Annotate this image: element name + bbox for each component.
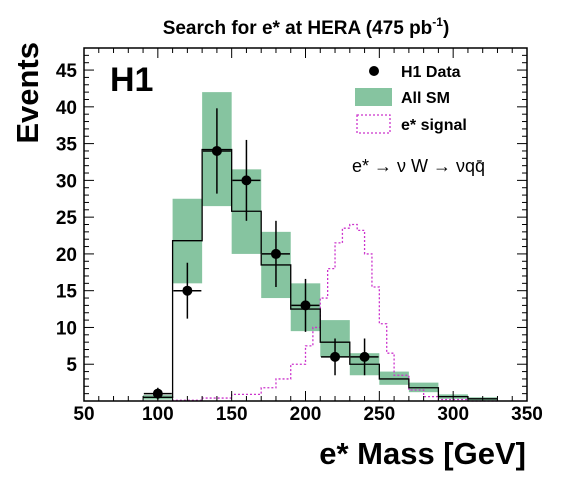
y-tick-label: 25 bbox=[56, 208, 78, 229]
y-axis-label: Events bbox=[10, 42, 45, 144]
experiment-label: H1 bbox=[110, 61, 153, 99]
legend-signal-swatch bbox=[356, 114, 391, 134]
legend-data-label: H1 Data bbox=[401, 64, 461, 81]
data-point bbox=[270, 248, 281, 259]
process-label: e* → ν W → νqq̄ bbox=[352, 156, 485, 176]
sm-band-bin bbox=[379, 371, 409, 385]
y-tick-label: 20 bbox=[56, 245, 77, 266]
sm-histogram bbox=[143, 148, 498, 400]
data-point bbox=[241, 175, 252, 186]
legend-signal-label: e* signal bbox=[401, 117, 467, 134]
x-tick-label: 100 bbox=[142, 404, 174, 425]
y-tick-label: 45 bbox=[56, 61, 78, 82]
x-tick-label: 200 bbox=[290, 404, 322, 425]
chart-title: Search for e* at HERA (475 pb-1) bbox=[163, 15, 450, 39]
y-tick-label: 5 bbox=[66, 355, 77, 376]
data-point bbox=[182, 285, 193, 296]
x-axis-label: e* Mass [GeV] bbox=[319, 436, 526, 471]
legend-sm-swatch bbox=[355, 88, 392, 106]
x-tick-label: 150 bbox=[216, 404, 248, 425]
data-point bbox=[330, 351, 341, 362]
legend-sm-label: All SM bbox=[401, 90, 450, 107]
legend-data-marker bbox=[369, 66, 379, 76]
y-tick-label: 15 bbox=[56, 282, 78, 303]
x-tick-label: 250 bbox=[363, 404, 395, 425]
legend: H1 Data All SM e* signal bbox=[355, 64, 467, 134]
data-point bbox=[359, 351, 370, 362]
plot-area: 50 100 150 200 250 300 350 5 10 15 20 25 30 35 40 45 H1 … bbox=[56, 47, 543, 425]
y-tick-label: 30 bbox=[56, 171, 77, 192]
data-point bbox=[300, 300, 311, 311]
x-tick-label: 50 bbox=[73, 404, 94, 425]
y-tick-label: 35 bbox=[56, 135, 78, 156]
y-tick-label: 40 bbox=[56, 98, 77, 119]
x-tick-label: 300 bbox=[437, 404, 469, 425]
y-tick-label: 10 bbox=[56, 318, 77, 339]
x-tick-label: 350 bbox=[511, 404, 543, 425]
data-point bbox=[211, 145, 222, 156]
